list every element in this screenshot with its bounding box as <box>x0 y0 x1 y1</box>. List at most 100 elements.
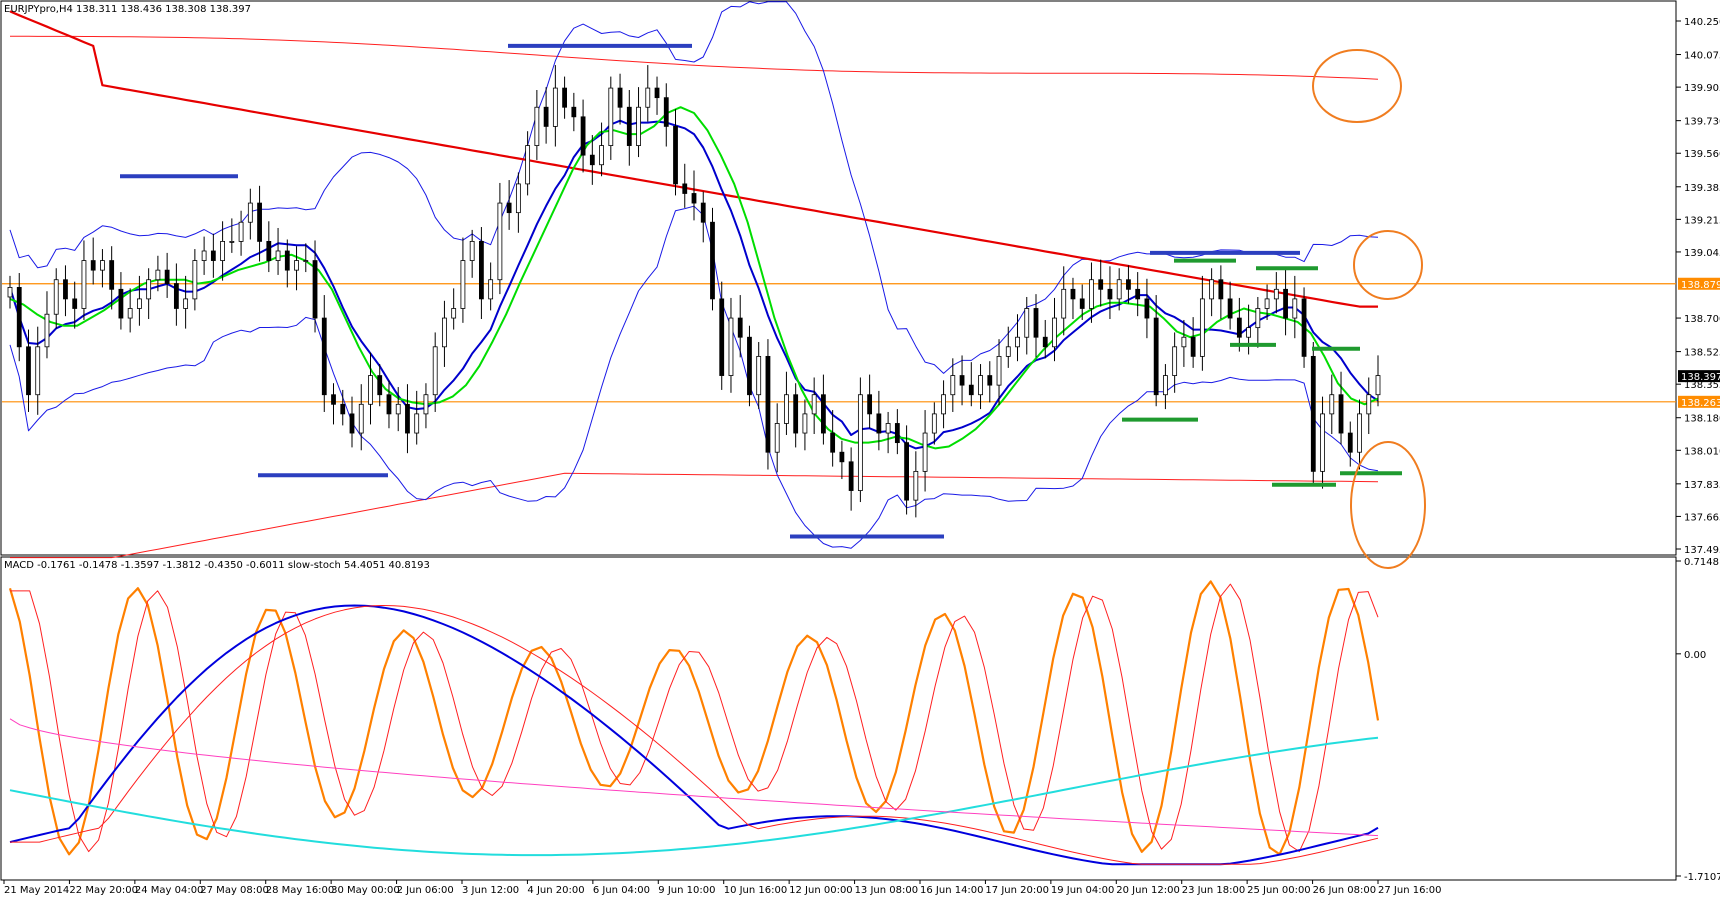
candle-body[interactable] <box>247 202 253 223</box>
candle-body[interactable] <box>1126 279 1131 290</box>
candle-body[interactable] <box>405 403 410 434</box>
candle-body[interactable] <box>978 375 983 396</box>
candle-body[interactable] <box>1061 288 1067 319</box>
candle-body[interactable] <box>1320 413 1325 472</box>
candle-body[interactable] <box>1273 288 1279 300</box>
candle-body[interactable] <box>1033 308 1039 338</box>
candle-body[interactable] <box>534 106 540 146</box>
candle-body[interactable] <box>488 279 494 300</box>
candle-body[interactable] <box>1163 375 1168 396</box>
candle-body[interactable] <box>229 240 235 243</box>
candle-body[interactable] <box>1227 298 1233 319</box>
candle-body[interactable] <box>451 308 457 319</box>
candle-body[interactable] <box>626 106 632 146</box>
candle-body[interactable] <box>1135 288 1141 300</box>
candle-body[interactable] <box>1357 413 1362 453</box>
candle-body[interactable] <box>497 202 503 281</box>
candle-body[interactable] <box>700 202 706 223</box>
candle-body[interactable] <box>663 97 669 127</box>
candle-body[interactable] <box>654 87 660 99</box>
candle-body[interactable] <box>830 432 836 453</box>
candle-body[interactable] <box>340 403 346 415</box>
candle-body[interactable] <box>1347 432 1353 453</box>
candle-body[interactable] <box>996 355 1002 386</box>
candle-body[interactable] <box>469 240 475 261</box>
candle-body[interactable] <box>118 288 124 319</box>
candle-body[interactable] <box>922 432 928 472</box>
candle-body[interactable] <box>552 87 558 127</box>
candle-body[interactable] <box>303 260 309 262</box>
candle-body[interactable] <box>931 413 937 434</box>
candle-body[interactable] <box>515 183 521 214</box>
candle-body[interactable] <box>562 87 567 108</box>
candle-body[interactable] <box>894 423 900 444</box>
candle-body[interactable] <box>1144 298 1150 319</box>
candle-body[interactable] <box>220 240 225 261</box>
candle-body[interactable] <box>765 355 771 453</box>
candle-body[interactable] <box>1218 279 1224 300</box>
candle-body[interactable] <box>1209 279 1215 300</box>
candle-body[interactable] <box>442 317 447 348</box>
candle-body[interactable] <box>756 355 762 396</box>
candle-body[interactable] <box>599 145 604 166</box>
candle-body[interactable] <box>1246 327 1251 338</box>
candle-body[interactable] <box>173 283 179 309</box>
candle-body[interactable] <box>90 260 96 271</box>
candle-body[interactable] <box>1236 317 1242 338</box>
candle-body[interactable] <box>266 240 272 261</box>
candle-body[interactable] <box>358 403 364 434</box>
candle-body[interactable] <box>959 375 965 386</box>
candle-body[interactable] <box>127 308 133 319</box>
candle-body[interactable] <box>321 317 327 396</box>
candle-body[interactable] <box>589 154 595 166</box>
candle-body[interactable] <box>16 286 22 348</box>
candle-body[interactable] <box>44 313 50 348</box>
candle-body[interactable] <box>839 451 845 463</box>
candle-body[interactable] <box>876 413 882 434</box>
candle-body[interactable] <box>479 240 484 300</box>
candle-body[interactable] <box>1172 346 1178 376</box>
candle-body[interactable] <box>682 183 688 194</box>
candle-body[interactable] <box>368 375 373 405</box>
candle-body[interactable] <box>645 87 651 108</box>
candle-body[interactable] <box>1292 298 1298 319</box>
candle-body[interactable] <box>137 298 142 309</box>
candle-body[interactable] <box>63 279 68 300</box>
candle-body[interactable] <box>802 413 808 434</box>
candle-body[interactable] <box>1042 336 1048 348</box>
candle-body[interactable] <box>1107 288 1113 300</box>
candle-body[interactable] <box>100 260 105 271</box>
candle-body[interactable] <box>1264 298 1270 309</box>
candle-body[interactable] <box>164 269 170 284</box>
candle-body[interactable] <box>1015 336 1020 348</box>
candle-body[interactable] <box>331 394 336 405</box>
candle-body[interactable] <box>7 286 13 298</box>
candle-body[interactable] <box>737 317 743 338</box>
candle-body[interactable] <box>821 394 826 434</box>
candle-body[interactable] <box>1190 336 1196 357</box>
candle-body[interactable] <box>377 375 383 396</box>
candle-body[interactable] <box>747 336 752 396</box>
candle-body[interactable] <box>617 87 623 108</box>
candle-body[interactable] <box>414 413 420 434</box>
candle-body[interactable] <box>950 375 956 396</box>
candle-body[interactable] <box>53 279 59 315</box>
candle-body[interactable] <box>423 394 429 415</box>
indicator-panel[interactable] <box>8 580 1380 866</box>
candle-body[interactable] <box>1116 279 1122 300</box>
candle-body[interactable] <box>192 260 198 300</box>
candle-body[interactable] <box>987 375 993 386</box>
candle-body[interactable] <box>1153 317 1159 396</box>
candle-body[interactable] <box>1199 298 1205 357</box>
candle-body[interactable] <box>636 106 641 146</box>
candle-body[interactable] <box>109 260 115 290</box>
candle-body[interactable] <box>294 260 299 271</box>
candle-body[interactable] <box>72 298 78 309</box>
candle-body[interactable] <box>1329 394 1335 415</box>
candle-body[interactable] <box>1070 288 1076 300</box>
candle-body[interactable] <box>155 269 161 281</box>
candle-body[interactable] <box>506 202 512 214</box>
candle-body[interactable] <box>35 346 41 396</box>
candle-body[interactable] <box>710 221 715 300</box>
candle-body[interactable] <box>580 116 586 156</box>
